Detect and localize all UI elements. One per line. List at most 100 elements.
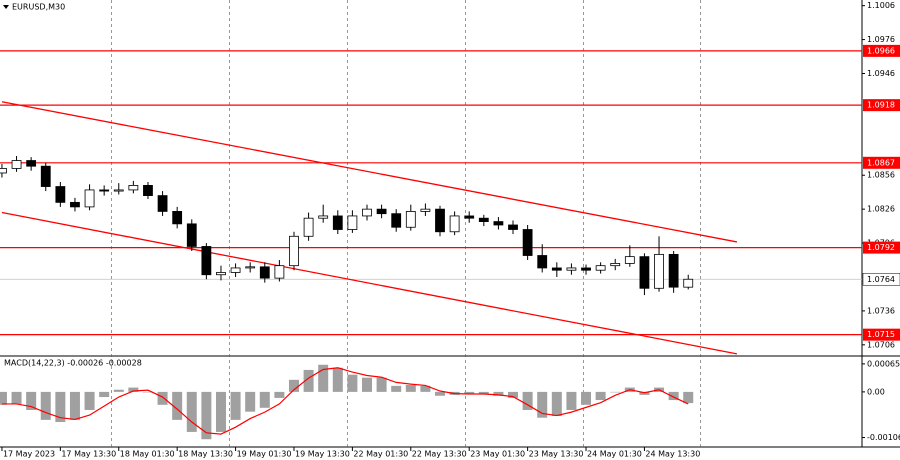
macd-bar: [259, 391, 270, 408]
macd-bar: [215, 391, 226, 432]
level-label: 1.0792: [863, 241, 900, 254]
x-tick-label: 17 May 2023: [3, 450, 55, 459]
candle-body: [449, 215, 460, 233]
candle-body: [70, 201, 80, 208]
level-label-text: 1.0867: [867, 158, 895, 167]
macd-bar: [347, 374, 358, 392]
candle-body: [113, 189, 124, 192]
candle-body: [508, 224, 518, 230]
macd-bar: [186, 391, 197, 432]
y-tick-label: 1.0856: [867, 171, 895, 180]
x-tick-label: 24 May 01:30: [587, 450, 642, 459]
level-label: 1.0715: [863, 328, 900, 341]
candle-body: [347, 215, 358, 230]
candle-body: [376, 208, 387, 215]
macd-bar: [405, 384, 416, 392]
macd-bar: [0, 391, 7, 405]
macd-bar: [478, 391, 489, 395]
macd-bar: [420, 385, 431, 392]
candle-body: [0, 168, 7, 174]
price-label: 1.0764: [862, 273, 900, 286]
level-label: 1.0918: [863, 99, 900, 112]
candle-body: [551, 267, 562, 271]
macd-bar: [40, 391, 51, 420]
candle-body: [435, 208, 445, 233]
macd-bar: [464, 391, 475, 395]
candle-body: [259, 266, 270, 279]
price-label-box: [862, 273, 900, 286]
macd-bar: [274, 391, 285, 398]
candle-body: [201, 246, 212, 276]
candle-body: [595, 265, 606, 271]
level-label-text: 1.0715: [867, 330, 895, 339]
candle-body: [289, 235, 299, 267]
level-label-box: [863, 99, 900, 112]
candle-body: [186, 223, 197, 247]
macd-bar: [435, 391, 446, 396]
macd-bar: [595, 391, 606, 401]
candle-body: [245, 266, 256, 269]
macd-bar: [55, 391, 66, 423]
level-label-text: 1.0792: [867, 243, 895, 252]
candle-body: [274, 265, 285, 279]
candle-body: [420, 208, 431, 212]
macd-bar: [318, 364, 329, 392]
macd-bar: [201, 391, 212, 440]
candle-body: [40, 165, 51, 187]
candle-body: [230, 267, 241, 273]
macd-bar: [508, 391, 519, 398]
macd-bar: [11, 391, 22, 404]
candle-body: [639, 256, 650, 289]
level-label: 1.0966: [863, 44, 900, 57]
x-tick-label: 19 May 13:30: [295, 450, 350, 459]
candle-body: [303, 217, 314, 237]
x-tick-label: 23 May 01:30: [470, 450, 525, 459]
x-tick-label: 22 May 13:30: [412, 450, 467, 459]
y-tick-label: 1.0946: [867, 69, 895, 78]
trend-line: [1, 101, 738, 243]
macd-bar: [551, 391, 562, 416]
candle-body: [683, 278, 694, 288]
candle-body: [99, 189, 110, 192]
level-label-box: [863, 328, 900, 341]
trend-line: [1, 211, 738, 355]
candle-body: [391, 213, 402, 228]
x-tick-label: 18 May 01:30: [120, 450, 175, 459]
macd-bar: [668, 391, 679, 401]
macd-bar: [288, 379, 299, 392]
x-tick-label: 23 May 13:30: [529, 450, 584, 459]
x-tick-label: 24 May 13:30: [645, 450, 700, 459]
macd-bar: [230, 391, 241, 420]
macd-bar: [581, 391, 592, 405]
macd-bar: [245, 391, 256, 412]
candle-body: [84, 189, 95, 208]
macd-bar: [537, 391, 548, 418]
candle-body: [624, 256, 635, 264]
candle-body: [537, 255, 548, 269]
x-tick-label: 18 May 13:30: [178, 450, 233, 459]
macd-bar: [361, 377, 372, 392]
y-tick-label: 1.0706: [867, 340, 895, 349]
level-label: 1.0867: [863, 156, 900, 169]
level-label-text: 1.0966: [867, 46, 895, 55]
y-tick-label: 1.0736: [867, 306, 895, 315]
macd-bar: [26, 391, 37, 410]
y-tick-label: 0.00: [867, 387, 885, 396]
candle-body: [216, 272, 226, 276]
level-label-box: [863, 156, 900, 169]
macd-bar: [157, 391, 168, 405]
candle-body: [464, 215, 475, 219]
level-label-box: [863, 44, 900, 57]
candle-body: [654, 253, 664, 289]
macd-bar: [493, 391, 504, 396]
candle-body: [610, 263, 621, 267]
candle-body: [581, 267, 591, 271]
candle-body: [26, 160, 37, 167]
macd-bar: [99, 391, 110, 398]
y-tick-label: 1.0976: [867, 35, 895, 44]
macd-bar: [142, 391, 153, 393]
signal-line: [1, 367, 689, 435]
macd-bar: [639, 391, 650, 395]
macd-bar: [84, 391, 95, 410]
candle-body: [172, 211, 183, 225]
